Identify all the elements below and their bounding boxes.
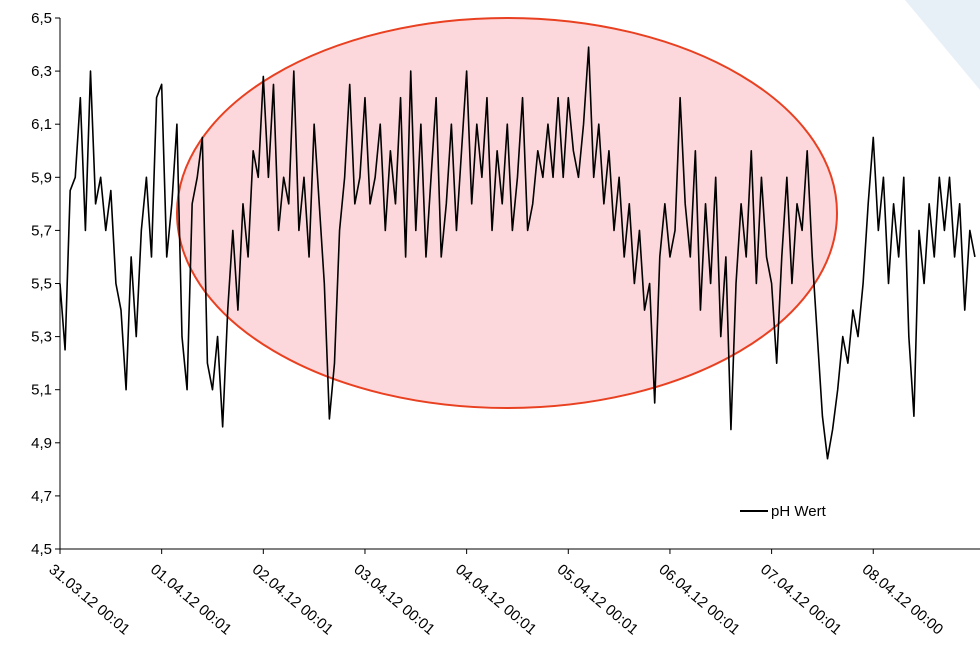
- y-tick-label: 5,9: [31, 169, 52, 186]
- y-tick-label: 6,1: [31, 116, 52, 133]
- y-tick-label: 6,5: [31, 10, 52, 27]
- x-tick-label: 04.04.12 00:01: [452, 561, 540, 638]
- y-tick-label: 5,3: [31, 329, 52, 346]
- x-tick-label: 03.04.12 00:01: [350, 561, 438, 638]
- x-tick-label: 08.04.12 00:00: [859, 561, 947, 638]
- y-tick-label: 5,5: [31, 276, 52, 293]
- x-tick-label: 31.03.12 00:01: [45, 561, 133, 638]
- y-tick-label: 4,5: [31, 541, 52, 558]
- x-tick-label: 07.04.12 00:01: [757, 561, 845, 638]
- x-tick-label: 05.04.12 00:01: [554, 561, 642, 638]
- x-tick-label: 02.04.12 00:01: [249, 561, 337, 638]
- y-tick-label: 4,7: [31, 488, 52, 505]
- x-tick-label: 06.04.12 00:01: [655, 561, 743, 638]
- data-line: [59, 46, 976, 460]
- y-tick-label: 6,3: [31, 63, 52, 80]
- y-tick-label: 5,7: [31, 222, 52, 239]
- y-tick-label: 5,1: [31, 382, 52, 399]
- background-shape: [905, 0, 980, 90]
- highlight-ellipse: [176, 17, 838, 409]
- x-tick-label: 01.04.12 00:01: [147, 561, 235, 638]
- y-tick-label: 4,9: [31, 435, 52, 452]
- legend-label: pH Wert: [771, 503, 827, 520]
